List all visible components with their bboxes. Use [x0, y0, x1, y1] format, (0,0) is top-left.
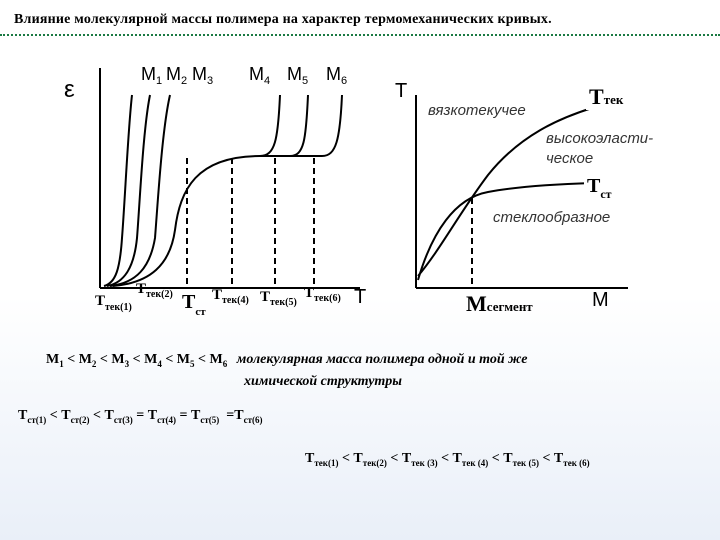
- left-x-axis-label: T: [354, 286, 366, 308]
- tst-order-line: Tст(1) < Tст(2) < Tст(3) = Tст(4) = Tст(…: [18, 408, 263, 425]
- curve-m3: [109, 94, 171, 287]
- curve-m1: [103, 94, 133, 287]
- slide-title: Влияние молекулярной массы полимера на х…: [14, 12, 552, 27]
- ttek-order-line: Tтек(1) < Tтек(2) < Tтек (3) < Tтек (4) …: [305, 451, 590, 468]
- region-elastic-1: высокоэласти-: [546, 130, 653, 147]
- curve-m6: [290, 94, 343, 157]
- region-elastic-2: ческое: [546, 150, 593, 167]
- curve-m5: [260, 94, 309, 157]
- tick-m-segment: Mсегмент: [466, 291, 533, 316]
- right-y-axis-label: T: [395, 80, 407, 102]
- region-viscous: вязкотекучее: [428, 102, 526, 119]
- curve-label-m1: M1: [141, 64, 162, 87]
- right-x-axis-label: M: [592, 289, 609, 311]
- tick-ttek5: Tтек(5): [260, 289, 297, 308]
- m-order-line: M1 < M2 < M3 < M4 < M5 < M6 молекулярная…: [46, 352, 528, 369]
- label-t-tek: Tтек: [589, 84, 624, 109]
- curve-label-m4: M4: [249, 64, 270, 87]
- curve-label-m5: M5: [287, 64, 308, 87]
- left-diagram: ε M1 M2 M3 M4 M5 M6 Tтек(1) Tтек(2) Tст …: [64, 64, 366, 318]
- curve-label-m6: M6: [326, 64, 347, 87]
- left-y-axis-label: ε: [64, 76, 75, 103]
- tick-ttek6: Tтек(6): [304, 285, 341, 304]
- curve-t-st: [417, 182, 593, 281]
- curve-label-m3: M3: [192, 64, 213, 87]
- tick-ttek2: Tтек(2): [136, 281, 173, 300]
- m-caption-2: химической структутры: [244, 374, 403, 389]
- tick-ttek4: Tтек(4): [212, 287, 249, 306]
- tick-tst: Tст: [182, 291, 206, 318]
- curve-m2: [106, 94, 151, 287]
- label-box-t-tek: [586, 84, 634, 110]
- curve-t-tek: [417, 107, 593, 277]
- title-divider: [0, 34, 720, 36]
- curve-m4: [112, 94, 281, 287]
- region-glassy: стеклообразное: [493, 209, 610, 226]
- label-t-st: Tст: [587, 175, 612, 201]
- right-diagram: T M Tтек Tст вязкотекучее высокоэласти- …: [395, 80, 653, 316]
- label-box-t-st: [584, 172, 624, 198]
- curve-label-m2: M2: [166, 64, 187, 87]
- tick-ttek1: Tтек(1): [95, 293, 132, 313]
